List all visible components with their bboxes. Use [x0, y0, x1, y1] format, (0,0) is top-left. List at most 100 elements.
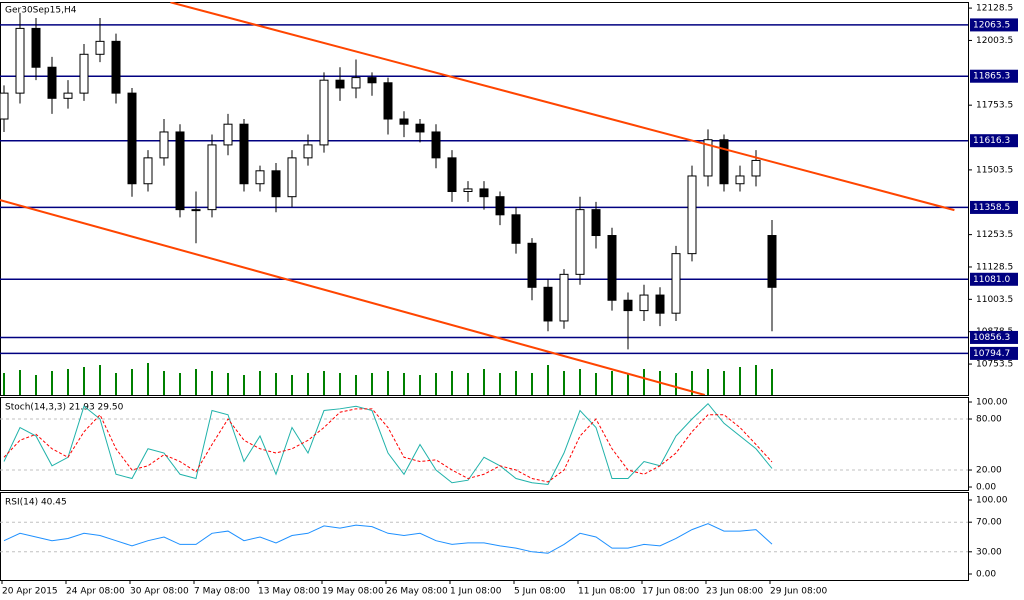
volume-bar [163, 371, 165, 395]
panel-frame [0, 397, 969, 491]
trendline [170, 2, 955, 212]
volume-bar [771, 369, 773, 395]
x-tick-label: 23 Jun 08:00 [706, 587, 763, 597]
volume-bar [627, 373, 629, 395]
y-tick-label: 20.00 [976, 466, 1002, 476]
volume-bar [83, 367, 85, 395]
volume-bar [227, 373, 229, 395]
volume-bar [403, 373, 405, 395]
level-label-box [970, 69, 1018, 83]
x-tick-label: 24 Apr 08:00 [66, 587, 125, 597]
candle-body [111, 40, 121, 94]
volume-bar [243, 375, 245, 395]
indicator-line [3, 402, 773, 486]
y-tick-label: 70.00 [976, 518, 1002, 528]
panel-title: Stoch(14,3,3) 21.93 29.50 [5, 403, 124, 413]
candle-body [255, 170, 265, 185]
volume-bar [579, 369, 581, 395]
volume-bar [371, 373, 373, 395]
candle-body [143, 157, 153, 185]
y-tick-label: 12003.5 [976, 36, 1013, 46]
level-label-box [970, 200, 1018, 214]
candle-body [639, 294, 649, 312]
candle-body [655, 294, 665, 314]
volume-bar [339, 373, 341, 395]
volume-bar [547, 365, 549, 395]
candle-body [431, 131, 441, 159]
volume-bar [115, 373, 117, 395]
candle-body [591, 209, 601, 237]
candle-body [367, 77, 377, 84]
candle-body [415, 123, 425, 133]
indicator-line [3, 408, 773, 483]
candle-body [559, 273, 569, 322]
y-tick-label: 10753.5 [976, 360, 1013, 370]
y-tick-label: 11128.5 [976, 262, 1013, 272]
volume-bar [19, 370, 21, 395]
volume-bar [755, 365, 757, 395]
candle-body [511, 214, 521, 244]
volume-bar [179, 373, 181, 395]
panel-title: RSI(14) 40.45 [5, 498, 67, 508]
candle-body [735, 175, 745, 185]
candle-body [175, 131, 185, 211]
volume-bar [723, 371, 725, 395]
x-tick-label: 11 Jun 08:00 [578, 587, 635, 597]
plot-area [0, 402, 968, 486]
volume-bar [611, 371, 613, 395]
y-tick-label: 0.00 [976, 570, 996, 580]
indicator-line [3, 523, 773, 554]
candle-body [703, 139, 713, 177]
candle-body [79, 53, 89, 94]
volume-bar [275, 373, 277, 395]
volume-bar [675, 373, 677, 395]
level-label-box [970, 346, 1018, 360]
volume-bar [355, 375, 357, 395]
level-label: 11358.5 [973, 203, 1010, 213]
candle-body [751, 159, 761, 177]
level-label-box [970, 134, 1018, 148]
candle-body [191, 209, 201, 212]
level-label: 12063.5 [973, 20, 1010, 30]
candle-body [303, 144, 313, 159]
volume-bar [131, 369, 133, 395]
y-tick-label: 100.00 [976, 398, 1008, 408]
volume-bar [259, 371, 261, 395]
y-tick-label: 100.00 [976, 495, 1008, 505]
candle-body [95, 40, 105, 55]
level-label: 11616.3 [973, 136, 1010, 146]
candle-body [319, 79, 329, 146]
volume-bar [147, 363, 149, 395]
level-label: 11081.0 [973, 275, 1010, 285]
candle-body [527, 242, 537, 288]
candle-body [623, 299, 633, 312]
level-label-box [970, 18, 1018, 32]
volume-bar [739, 367, 741, 395]
volume-bar [435, 373, 437, 395]
x-tick-label: 19 May 08:00 [322, 587, 384, 597]
volume-bar [467, 373, 469, 395]
candle-body [479, 188, 489, 198]
volume-bar [419, 375, 421, 395]
candle-body [351, 77, 361, 89]
volume-bar [307, 373, 309, 395]
candle-body [47, 66, 57, 99]
volume-bar [691, 371, 693, 395]
candle-body [0, 92, 9, 120]
x-tick-label: 1 Jun 08:00 [450, 587, 502, 597]
y-tick-label: 11503.5 [976, 165, 1013, 175]
panel-frame [0, 492, 969, 581]
plot-area [0, 2, 968, 395]
level-label-box [970, 272, 1018, 286]
candle-body [671, 253, 681, 314]
volume-bar [387, 371, 389, 395]
volume-bar [595, 373, 597, 395]
x-tick-label: 26 May 08:00 [386, 587, 448, 597]
candle-body [719, 139, 729, 185]
x-tick-label: 29 Jun 08:00 [770, 587, 827, 597]
candle-body [335, 79, 345, 89]
volume-bar [499, 373, 501, 395]
volume-bar [531, 373, 533, 395]
candle-body [271, 170, 281, 198]
volume-bar [99, 365, 101, 395]
